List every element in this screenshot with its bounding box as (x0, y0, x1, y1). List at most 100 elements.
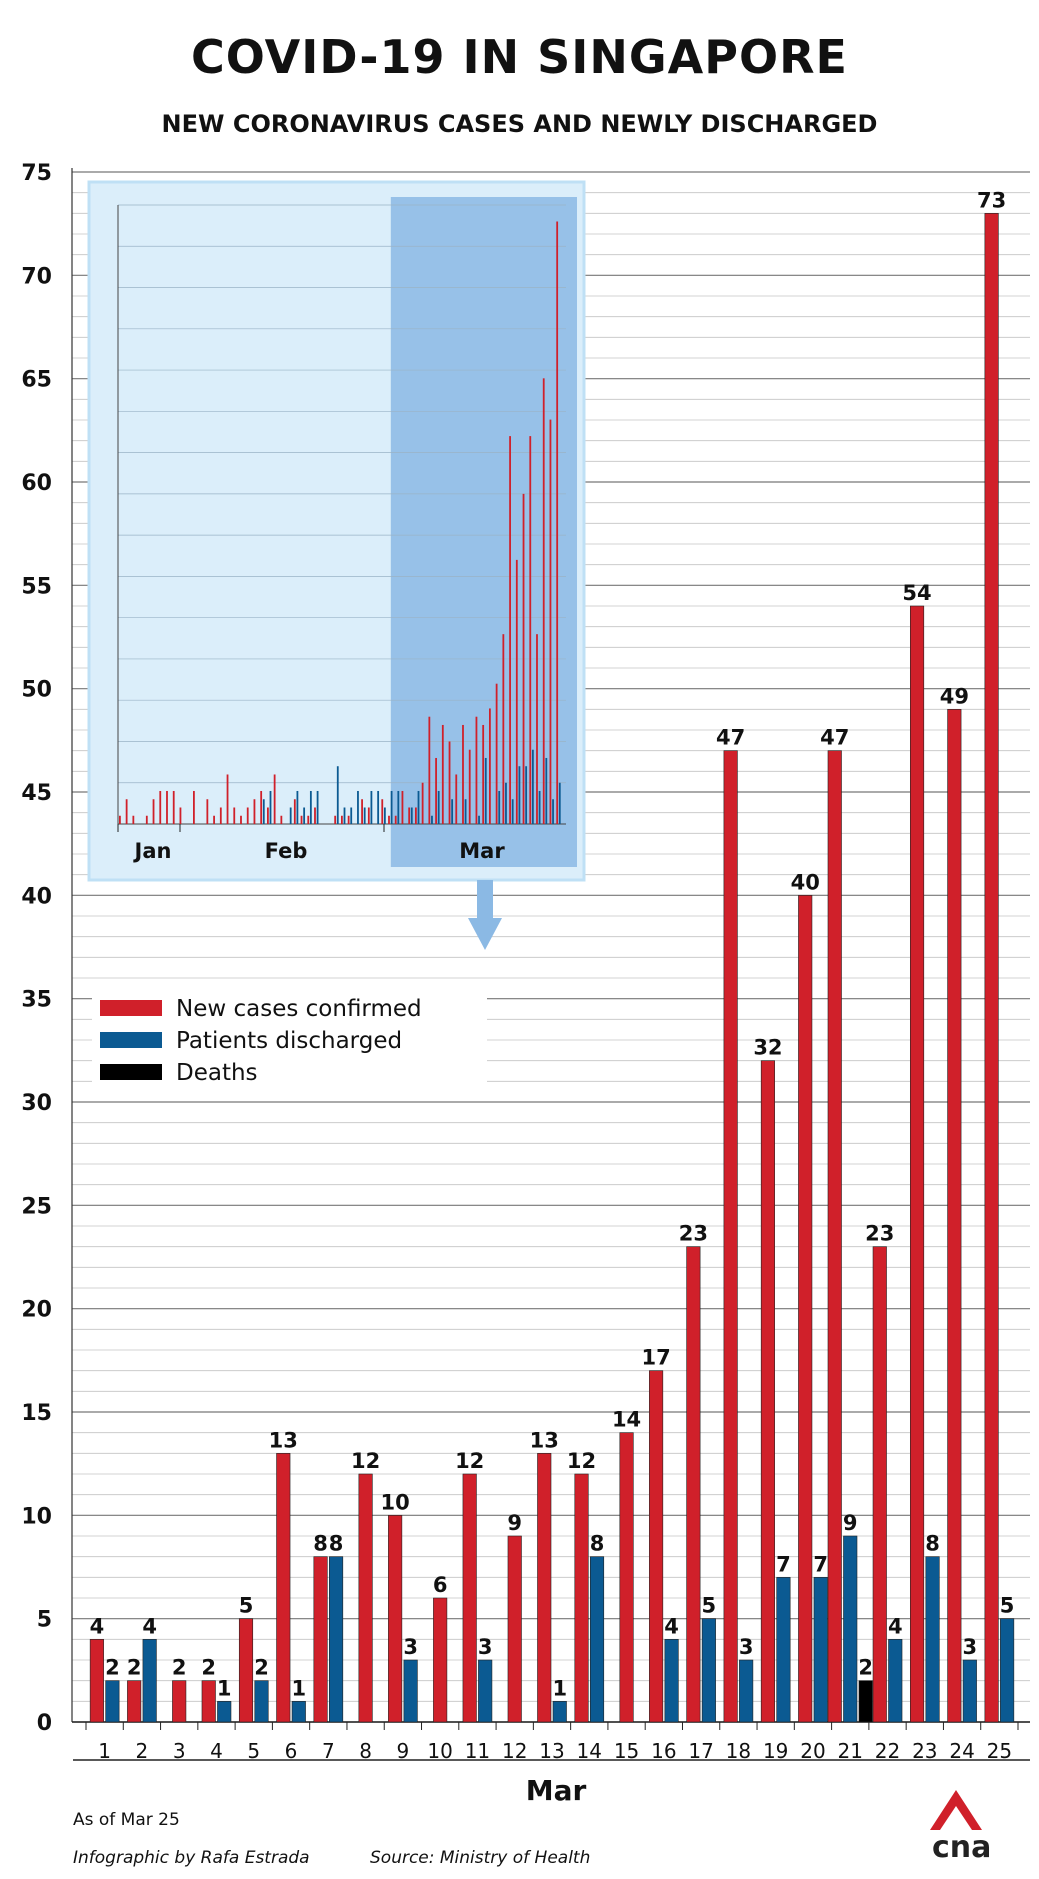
new-cases-bar (798, 895, 813, 1723)
inset-discharged-bar (390, 790, 393, 824)
inset-discharged-bar (511, 799, 514, 824)
y-tick-label: 35 (21, 988, 52, 1013)
x-tick-label: 4 (210, 1739, 223, 1763)
discharged-label: 3 (403, 1635, 418, 1659)
inset-discharged-bar (316, 790, 319, 824)
inset-cases-bar (293, 799, 296, 824)
inset-discharged-bar (431, 815, 433, 824)
y-tick-label: 20 (21, 1298, 52, 1323)
new-cases-label: 2 (127, 1656, 142, 1680)
inset-cases-bar (334, 815, 337, 824)
new-cases-label: 47 (716, 726, 745, 750)
x-tick-label: 14 (577, 1739, 602, 1763)
legend-label: Patients discharged (176, 1028, 402, 1054)
new-cases-label: 8 (313, 1532, 328, 1556)
inset-cases-bar (280, 815, 283, 824)
new-cases-bar (462, 1473, 477, 1723)
inset-cases-bar (145, 815, 148, 824)
inset-discharged-bar (336, 766, 339, 824)
discharged-bar (291, 1701, 306, 1723)
discharged-bar (843, 1535, 858, 1723)
new-cases-label: 40 (791, 870, 820, 894)
credit-note: Infographic by Rafa Estrada (73, 1848, 310, 1868)
new-cases-label: 12 (351, 1449, 380, 1473)
x-tick-label: 8 (359, 1739, 372, 1763)
inset-cases-bar (273, 774, 276, 824)
inset-cases-bar (193, 790, 195, 824)
new-cases-bar (984, 213, 999, 1723)
new-cases-label: 12 (455, 1449, 484, 1473)
discharged-bar (552, 1701, 567, 1723)
new-cases-bar (388, 1515, 403, 1723)
inset-cases-bar (219, 807, 222, 824)
y-tick-label: 65 (21, 368, 52, 393)
x-tick-label: 19 (763, 1739, 788, 1763)
inset-cases-bar (172, 790, 175, 824)
y-tick-label: 10 (21, 1504, 52, 1529)
new-cases-label: 54 (902, 581, 931, 605)
inset-cases-bar (489, 708, 491, 824)
inset-discharged-bar (296, 790, 299, 824)
inset-discharged-bar (269, 790, 272, 824)
inset-cases-bar (435, 757, 437, 824)
inset-cases-bar (179, 807, 182, 824)
new-cases-label: 73 (977, 188, 1006, 212)
new-cases-bar (619, 1432, 634, 1723)
discharged-label: 2 (105, 1656, 120, 1680)
inset-cases-bar (119, 815, 121, 824)
discharged-bar (589, 1556, 605, 1723)
cna-logo-icon (930, 1790, 982, 1830)
discharged-bar (776, 1577, 791, 1723)
inset-discharged-bar (451, 799, 454, 824)
discharged-label: 3 (739, 1635, 754, 1659)
inset-cases-bar (260, 790, 263, 824)
new-cases-label: 49 (940, 684, 969, 708)
inset-cases-bar (233, 807, 236, 824)
discharged-label: 8 (590, 1532, 605, 1556)
x-tick-label: 5 (247, 1739, 260, 1763)
new-cases-bar (89, 1639, 104, 1723)
y-tick-label: 15 (21, 1401, 52, 1426)
y-tick-label: 50 (21, 678, 52, 703)
y-tick-label: 70 (21, 264, 52, 289)
inset-cases-bar (300, 815, 303, 824)
inset-cases-bar (307, 815, 310, 824)
x-tick-label: 3 (173, 1739, 186, 1763)
inset-cases-bar (246, 807, 249, 824)
deaths-bar (858, 1680, 873, 1723)
inset-cases-bar (509, 436, 511, 824)
inset-cases-bar (394, 815, 397, 824)
inset-discharged-bar (484, 757, 487, 824)
new-cases-bar (358, 1473, 373, 1723)
x-axis-title: Mar (526, 1774, 587, 1807)
inset-discharged-bar (343, 807, 346, 824)
discharged-bar (962, 1659, 977, 1723)
new-cases-label: 17 (641, 1346, 670, 1370)
y-tick-label: 60 (21, 471, 52, 496)
x-tick-label: 20 (800, 1739, 825, 1763)
x-tick-label: 9 (397, 1739, 410, 1763)
new-cases-bar (201, 1680, 216, 1723)
discharged-bar (925, 1556, 940, 1723)
new-cases-label: 13 (269, 1428, 298, 1452)
y-tick-label: 55 (21, 574, 52, 599)
inset-discharged-bar (417, 790, 420, 824)
discharged-bar (105, 1680, 120, 1723)
new-cases-label: 9 (507, 1511, 522, 1535)
new-cases-label: 5 (239, 1594, 254, 1618)
inset-discharged-bar (525, 766, 528, 824)
inset-cases-bar (428, 716, 431, 824)
inset-discharged-bar (518, 766, 521, 824)
new-cases-bar (507, 1535, 522, 1723)
new-cases-bar (433, 1597, 448, 1723)
inset-cases-bar (536, 634, 538, 824)
inset-cases-bar (462, 724, 464, 824)
new-cases-label: 2 (201, 1656, 216, 1680)
inset-cases-bar (240, 815, 242, 824)
inset-discharged-bar (498, 790, 501, 824)
inset-discharged-bar (558, 782, 561, 824)
inset-discharged-bar (303, 807, 306, 824)
inset-cases-bar (152, 799, 155, 824)
inset-cases-bar (381, 799, 384, 824)
